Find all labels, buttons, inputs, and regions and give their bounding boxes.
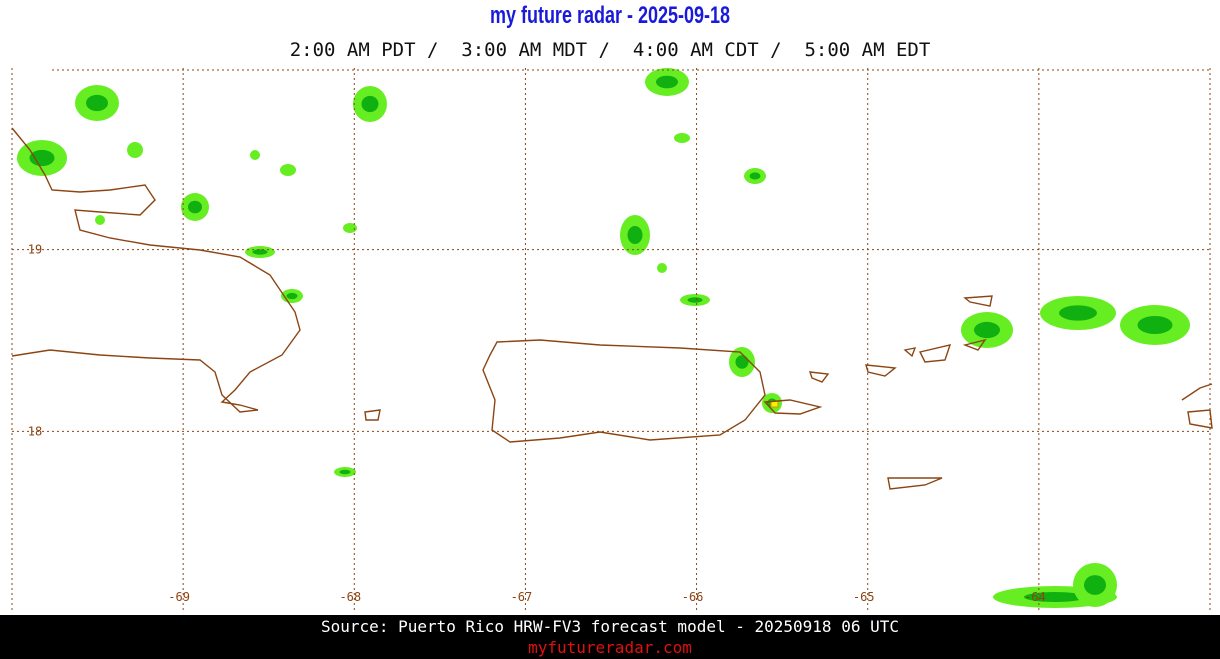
lon-label: -68 bbox=[339, 590, 361, 604]
echo-core bbox=[1059, 305, 1097, 321]
lon-label: -69 bbox=[168, 590, 190, 604]
lon-label: -66 bbox=[682, 590, 704, 604]
echo bbox=[343, 223, 357, 233]
echo-core bbox=[1137, 316, 1173, 334]
echo-core bbox=[286, 292, 298, 300]
lon-label: -67 bbox=[511, 590, 533, 604]
graticule: -69 -68 -67 -66 -65 -64 19 18 bbox=[12, 68, 1210, 613]
echo-core bbox=[1084, 575, 1106, 595]
footer-source: Source: Puerto Rico HRW-FV3 forecast mod… bbox=[321, 617, 899, 636]
lat-label: 18 bbox=[28, 424, 42, 438]
echo bbox=[250, 150, 260, 160]
echo bbox=[280, 164, 296, 176]
radar-echoes bbox=[17, 68, 1190, 608]
subtitle: 2:00 AM PDT / 3:00 AM MDT / 4:00 AM CDT … bbox=[289, 39, 931, 61]
echo-core bbox=[627, 226, 643, 244]
lon-label: -64 bbox=[1024, 590, 1046, 604]
echo bbox=[657, 263, 667, 273]
echo-core bbox=[735, 355, 749, 369]
map: -69 -68 -67 -66 -65 -64 19 18 bbox=[11, 68, 1213, 613]
lon-label: -65 bbox=[853, 590, 875, 604]
footer: Source: Puerto Rico HRW-FV3 forecast mod… bbox=[0, 615, 1220, 659]
title: my future radar - 2025-09-18 bbox=[489, 2, 731, 29]
echo-core bbox=[86, 94, 108, 112]
echo bbox=[127, 142, 143, 158]
echo-core bbox=[656, 75, 678, 89]
echo bbox=[95, 215, 105, 225]
echo-core bbox=[188, 200, 202, 214]
echo-core bbox=[687, 297, 703, 303]
echo-core bbox=[974, 321, 1000, 339]
echo-core bbox=[1024, 592, 1086, 602]
echo-core bbox=[29, 149, 55, 167]
coastlines bbox=[11, 127, 1213, 490]
echo bbox=[674, 133, 690, 143]
footer-link[interactable]: myfutureradar.com bbox=[528, 638, 692, 657]
lat-label: 19 bbox=[28, 243, 42, 257]
echo-core bbox=[252, 249, 268, 255]
echo-core bbox=[749, 172, 761, 180]
echo-core bbox=[339, 469, 351, 475]
echo-core bbox=[361, 95, 379, 113]
